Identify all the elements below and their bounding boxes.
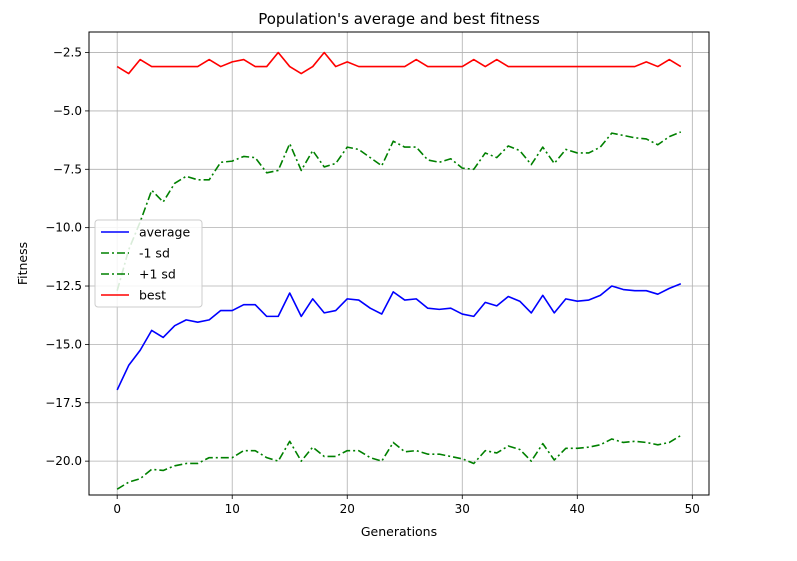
y-tick-label: −12.5 (45, 279, 82, 293)
y-axis: −20.0 −17.5 −15.0 −12.5 −10.0 −7.5 −5.0 −2.5 (45, 46, 89, 468)
series-line-average (116, 282, 682, 391)
legend-label: +1 sd (139, 267, 176, 282)
legend-label: best (139, 288, 166, 303)
y-tick-label: −10.0 (45, 221, 82, 235)
series-line-1-sd (116, 131, 682, 291)
grid-lines (89, 32, 709, 495)
series-line-best (116, 51, 682, 75)
y-tick-label: −5.0 (53, 104, 82, 118)
y-tick-label: −7.5 (53, 162, 82, 176)
x-tick-label: 50 (685, 502, 700, 516)
chart-title: Population's average and best fitness (258, 10, 540, 28)
plot-frame (88, 31, 710, 496)
y-tick-label: −17.5 (45, 396, 82, 410)
y-tick-label: −15.0 (45, 337, 82, 351)
x-tick-label: 30 (455, 502, 470, 516)
y-tick-label: −2.5 (53, 46, 82, 60)
legend-box (94, 219, 203, 308)
y-axis-label: Fitness (15, 242, 30, 285)
legend-label: -1 sd (139, 246, 170, 261)
series-line-1-sd (116, 434, 682, 490)
x-tick-label: 20 (340, 502, 355, 516)
x-tick-label: 40 (570, 502, 585, 516)
x-tick-label: 10 (225, 502, 240, 516)
y-tick-label: −20.0 (45, 454, 82, 468)
x-tick-label: 0 (113, 502, 121, 516)
x-axis-label: Generations (361, 524, 437, 539)
series-layer (116, 51, 682, 490)
legend-label: average (139, 225, 190, 240)
legend: average -1 sd +1 sd best (94, 219, 203, 308)
x-axis: 0 10 20 30 40 50 (113, 495, 700, 516)
